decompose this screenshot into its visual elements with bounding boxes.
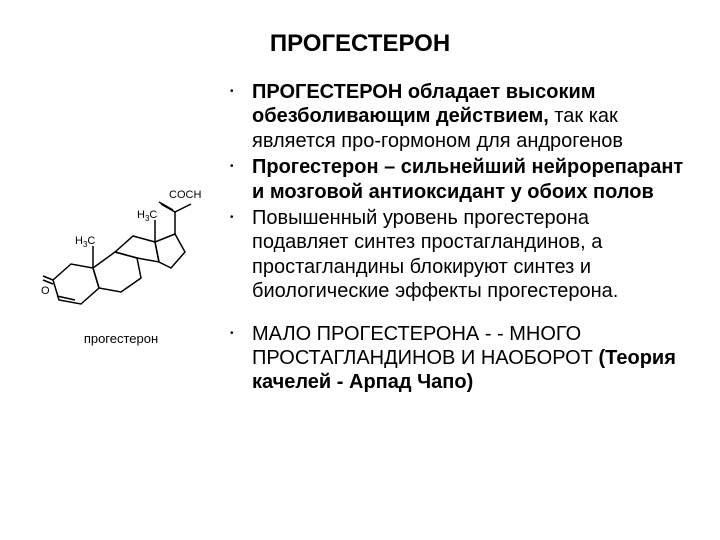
bullet-list: ПРОГЕСТЕРОН обладает высоким обезболиваю… (206, 80, 684, 397)
bullet-3: Повышенный уровень прогестерона подавляе… (252, 207, 618, 302)
svg-text:H3C: H3C (75, 235, 95, 249)
bullet-2: Прогестерон – сильнейший нейрорепарант и… (252, 156, 683, 202)
content-row: COCH3 H3C H3C O прогестерон ПРОГЕСТЕРОН … (36, 80, 684, 397)
bullet-1-bold: ПРОГЕСТЕРОН обладает высоким обезболиваю… (252, 81, 596, 127)
label-coch: COCH (169, 189, 201, 201)
list-item: МАЛО ПРОГЕСТЕРОНА - - МНОГО ПРОСТАГЛАНДИ… (226, 322, 684, 395)
label-h-lower: H (75, 235, 83, 247)
structure-figure: COCH3 H3C H3C O прогестерон (36, 120, 206, 346)
list-item: Прогестерон – сильнейший нейрорепарант и… (226, 155, 684, 204)
bullet-4a: МАЛО ПРОГЕСТЕРОНА - - МНОГО ПРОСТАГЛАНДИ… (252, 323, 598, 369)
progesterone-structure-icon: COCH3 H3C H3C O (41, 120, 201, 320)
page-title: ПРОГЕСТЕРОН (36, 30, 684, 58)
label-c-lower: C (87, 235, 95, 247)
figure-caption: прогестерон (36, 331, 206, 346)
list-item: ПРОГЕСТЕРОН обладает высоким обезболиваю… (226, 80, 684, 153)
label-o: O (41, 285, 50, 297)
label-h-upper: H (137, 209, 145, 221)
svg-text:COCH3: COCH3 (169, 189, 201, 203)
list-item: Повышенный уровень прогестерона подавляе… (226, 206, 684, 304)
label-c-upper: C (149, 209, 157, 221)
svg-text:H3C: H3C (137, 209, 157, 223)
